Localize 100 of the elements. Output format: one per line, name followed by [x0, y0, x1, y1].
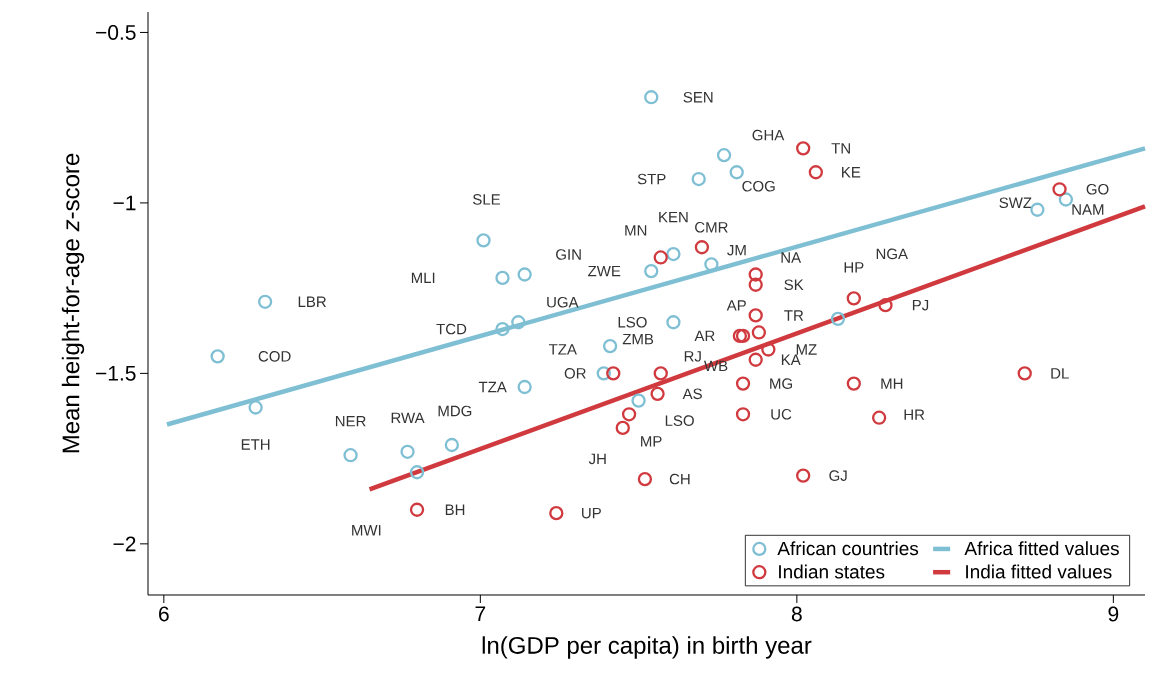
annotation: NGA	[876, 248, 908, 260]
point	[666, 246, 681, 262]
point	[694, 240, 710, 255]
y-tick-label: −1	[113, 195, 136, 211]
point	[596, 366, 611, 381]
x-axis-title: ln(GDP per capita) in birth year	[482, 636, 812, 659]
point	[644, 90, 659, 105]
point	[748, 308, 763, 323]
annotation: GJ	[829, 470, 847, 481]
annotation: TZA	[548, 344, 577, 355]
annotation: SLE	[473, 194, 501, 205]
y-axis-title: Mean height-for-age z-score	[61, 153, 85, 453]
annotation: LSO	[665, 415, 694, 426]
annotation: TZA	[478, 381, 507, 393]
x-tick-label: 7	[475, 606, 486, 621]
annotation: JH	[588, 453, 606, 465]
x-tick-label: 9	[1108, 606, 1119, 622]
point	[517, 267, 532, 282]
point	[343, 448, 358, 463]
point	[476, 233, 491, 248]
point	[748, 267, 763, 282]
annotation: RJ	[684, 351, 701, 362]
point	[511, 315, 526, 330]
point	[796, 141, 811, 156]
point	[257, 294, 273, 309]
annotation: SWZ	[999, 197, 1032, 209]
point	[495, 321, 510, 337]
point	[517, 379, 532, 395]
point	[650, 386, 665, 401]
point	[621, 407, 637, 422]
annotation: KA	[781, 354, 801, 365]
annotation: HP	[844, 262, 864, 273]
legend-label: India fitted values	[966, 564, 1112, 579]
annotation: TN	[831, 143, 850, 154]
point	[602, 338, 618, 354]
annotation: UC	[771, 408, 792, 420]
annotation: RWA	[391, 412, 425, 423]
annotation: ZWE	[588, 265, 621, 277]
annotation: UP	[582, 507, 601, 519]
point	[1058, 192, 1074, 207]
point	[1030, 202, 1045, 217]
annotation: COG	[742, 180, 775, 192]
y-tick-label: −0.5	[96, 25, 136, 40]
annotation: MN	[625, 225, 647, 236]
point	[653, 366, 668, 381]
point	[808, 165, 823, 180]
point	[735, 407, 751, 422]
annotation: MDG	[438, 405, 472, 417]
annotation: TCD	[436, 323, 467, 335]
x-tick-label: 6	[159, 606, 169, 622]
point	[761, 342, 776, 357]
point	[751, 325, 767, 340]
annotation: OR	[564, 368, 586, 379]
point	[748, 277, 763, 292]
annotation: MG	[770, 378, 792, 389]
point	[846, 376, 861, 391]
annotation: NA	[781, 252, 802, 263]
point	[631, 393, 646, 408]
point	[1052, 182, 1067, 197]
point	[748, 352, 763, 367]
annotation: LSO	[618, 316, 647, 328]
point	[666, 315, 681, 330]
annotation: AR	[694, 330, 715, 342]
legend-label: Africa fitted values	[964, 541, 1119, 556]
point	[495, 270, 510, 286]
annotation: NAM	[1072, 204, 1104, 215]
legend-label: Indian states	[779, 564, 885, 579]
point	[796, 468, 811, 483]
annotation: ZMB	[622, 333, 654, 345]
annotation: ETH	[241, 439, 270, 450]
annotation: CMR	[695, 221, 728, 233]
point	[691, 171, 706, 187]
point	[400, 444, 415, 459]
annotation: MP	[641, 436, 662, 447]
annotation: BH	[445, 504, 465, 515]
annotation: TR	[784, 310, 804, 321]
point	[878, 298, 893, 313]
point	[409, 465, 425, 480]
annotation: GIN	[556, 249, 581, 260]
annotation: MWI	[352, 525, 381, 536]
point	[716, 148, 732, 163]
annotation: GO	[1086, 183, 1109, 195]
annotation: CH	[669, 473, 690, 485]
point	[637, 471, 653, 487]
annotation: MH	[881, 378, 903, 389]
annotation: MZ	[796, 344, 817, 355]
point	[653, 250, 668, 265]
annotation: PJ	[912, 299, 929, 311]
point	[729, 165, 744, 180]
point	[644, 263, 659, 279]
point	[210, 349, 225, 364]
legend-label: African countries	[777, 541, 919, 556]
annotation: COD	[258, 351, 291, 362]
annotation: MLI	[411, 272, 435, 283]
point	[704, 257, 719, 272]
y-tick-label: −1.5	[96, 366, 136, 381]
point	[871, 410, 887, 425]
x-tick-label: 8	[791, 606, 802, 622]
annotation: LBR	[298, 296, 326, 307]
annotation: AS	[682, 388, 702, 400]
